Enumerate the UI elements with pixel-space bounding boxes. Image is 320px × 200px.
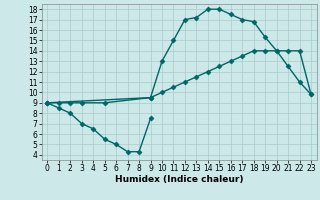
X-axis label: Humidex (Indice chaleur): Humidex (Indice chaleur) <box>115 175 244 184</box>
